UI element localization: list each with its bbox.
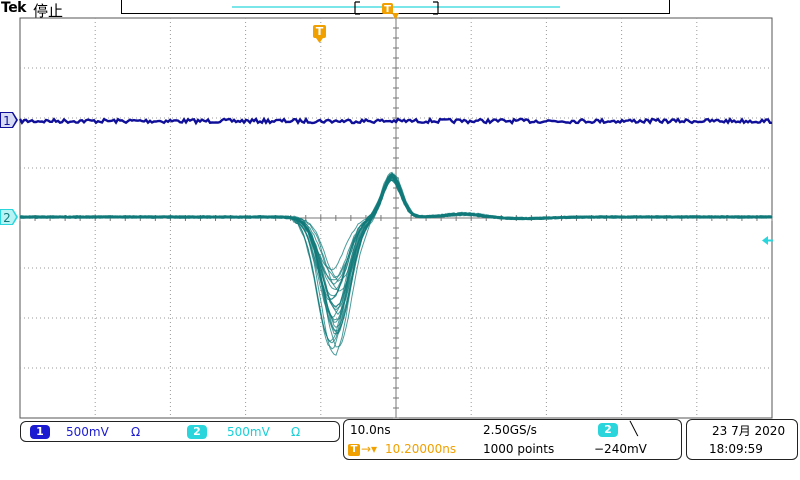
trigger-marker-label: T: [316, 25, 324, 38]
ch2-scale: 500mV: [227, 425, 270, 439]
brand-logo: Tek: [1, 0, 27, 16]
ch1-trace: [18, 116, 772, 126]
waveform-display: T T 1 2: [0, 1, 773, 419]
date-time-panel: 23 7月 2020 18:09:59: [686, 419, 798, 460]
ch1-marker-label: 1: [3, 114, 11, 128]
acquisition-status: 停止: [33, 2, 64, 20]
channel-settings-panel[interactable]: 1 500mV Ω 2 500mV Ω: [20, 421, 340, 442]
trigger-marker-label: T: [384, 4, 391, 15]
ch2-marker-label: 2: [3, 211, 11, 225]
ch1-ground-marker[interactable]: 1: [0, 112, 18, 128]
trigger-level-marker[interactable]: [762, 236, 773, 245]
ch2-trace: [19, 171, 773, 356]
timebase-trigger-panel[interactable]: 10.0ns 2.50GS/s 2 ╲ T →▾ 10.20000ns 1000…: [343, 419, 682, 460]
trigger-position-icon: T: [348, 444, 360, 456]
date-display: 23 7月 2020: [712, 424, 786, 438]
trigger-position-arrow-icon: →▾: [361, 442, 378, 456]
horizontal-scale: 10.0ns: [350, 423, 391, 437]
trigger-position-value: 10.20000ns: [385, 442, 457, 456]
ch2-badge[interactable]: 2: [187, 425, 207, 439]
record-window-indicator: [232, 1, 560, 15]
trigger-position-marker-top[interactable]: T: [382, 3, 399, 20]
ch1-termination-icon: Ω: [131, 425, 141, 439]
ch2-ground-marker[interactable]: 2: [0, 209, 18, 225]
ch2-termination-icon: Ω: [291, 425, 301, 439]
sample-rate: 2.50GS/s: [483, 423, 537, 437]
trigger-marker[interactable]: T: [313, 25, 326, 43]
record-length: 1000 points: [483, 442, 555, 456]
ch1-badge[interactable]: 1: [30, 425, 50, 439]
trigger-slope-icon: ╲: [630, 422, 638, 437]
ch1-scale: 500mV: [66, 425, 109, 439]
trigger-source-badge[interactable]: 2: [598, 423, 618, 437]
trigger-level: −240mV: [594, 442, 647, 456]
time-display: 18:09:59: [709, 442, 763, 456]
